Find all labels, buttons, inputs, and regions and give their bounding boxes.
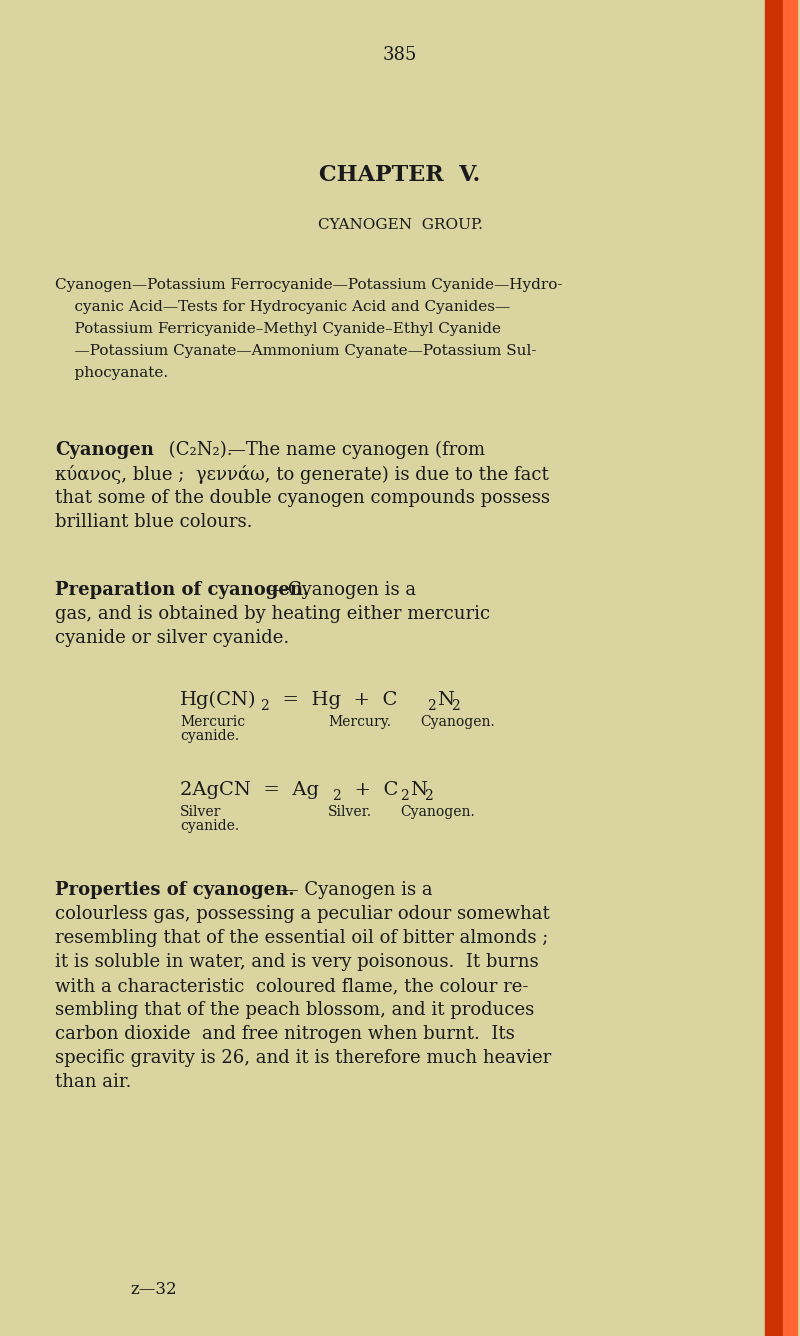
Text: Silver: Silver <box>180 806 222 819</box>
Text: than air.: than air. <box>55 1073 131 1092</box>
Text: resembling that of the essential oil of bitter almonds ;: resembling that of the essential oil of … <box>55 929 548 947</box>
Text: N: N <box>437 691 454 709</box>
Text: Cyanogen—Potassium Ferrocyanide—Potassium Cyanide—Hydro-: Cyanogen—Potassium Ferrocyanide—Potassiu… <box>55 278 562 293</box>
Text: — Cyanogen is a: — Cyanogen is a <box>275 880 433 899</box>
Text: Silver.: Silver. <box>328 806 372 819</box>
Text: cyanide or silver cyanide.: cyanide or silver cyanide. <box>55 629 290 647</box>
Text: gas, and is obtained by heating either mercuric: gas, and is obtained by heating either m… <box>55 605 490 623</box>
Text: that some of the double cyanogen compounds possess: that some of the double cyanogen compoun… <box>55 489 550 506</box>
Text: Mercuric: Mercuric <box>180 715 245 729</box>
Text: (C₂N₂).: (C₂N₂). <box>163 441 233 460</box>
Text: Preparation of cyanogen.: Preparation of cyanogen. <box>55 581 310 599</box>
Text: κύανος, blue ;  γεννάω, to generate) is due to the fact: κύανος, blue ; γεννάω, to generate) is d… <box>55 465 549 484</box>
Bar <box>783 0 797 1336</box>
Text: z—32: z—32 <box>130 1281 177 1299</box>
Text: +  C: + C <box>342 782 398 799</box>
Text: N: N <box>410 782 427 799</box>
Text: it is soluble in water, and is very poisonous.  It burns: it is soluble in water, and is very pois… <box>55 953 538 971</box>
Text: phocyanate.: phocyanate. <box>55 366 168 379</box>
Text: with a characteristic  coloured flame, the colour re-: with a characteristic coloured flame, th… <box>55 977 528 995</box>
Text: Hg(CN): Hg(CN) <box>180 691 257 709</box>
Text: —Potassium Cyanate—Ammonium Cyanate—Potassium Sul-: —Potassium Cyanate—Ammonium Cyanate—Pota… <box>55 343 537 358</box>
Text: specific gravity is 26, and it is therefore much heavier: specific gravity is 26, and it is theref… <box>55 1049 551 1067</box>
Text: sembling that of the peach blossom, and it produces: sembling that of the peach blossom, and … <box>55 1001 534 1019</box>
Text: 2: 2 <box>332 790 341 803</box>
Text: CHAPTER  V.: CHAPTER V. <box>319 164 481 186</box>
Bar <box>765 0 783 1336</box>
Text: —The name cyanogen (from: —The name cyanogen (from <box>228 441 485 460</box>
Text: 2AgCN  =  Ag: 2AgCN = Ag <box>180 782 319 799</box>
Text: Properties of cyanogen.: Properties of cyanogen. <box>55 880 294 899</box>
Text: Cyanogen.: Cyanogen. <box>420 715 494 729</box>
Text: 2: 2 <box>400 790 409 803</box>
Text: —Cyanogen is a: —Cyanogen is a <box>270 581 416 599</box>
Text: brilliant blue colours.: brilliant blue colours. <box>55 513 253 530</box>
Text: =  Hg  +  C: = Hg + C <box>270 691 398 709</box>
Text: 2: 2 <box>451 699 460 713</box>
Text: 385: 385 <box>383 45 417 64</box>
Text: carbon dioxide  and free nitrogen when burnt.  Its: carbon dioxide and free nitrogen when bu… <box>55 1025 514 1043</box>
Text: 2: 2 <box>424 790 433 803</box>
Text: Cyanogen.: Cyanogen. <box>400 806 474 819</box>
Text: Potassium Ferricyanide–Methyl Cyanide–Ethyl Cyanide: Potassium Ferricyanide–Methyl Cyanide–Et… <box>55 322 501 335</box>
Text: Mercury.: Mercury. <box>328 715 391 729</box>
Text: Cyanogen: Cyanogen <box>55 441 154 460</box>
Text: CYANOGEN  GROUP.: CYANOGEN GROUP. <box>318 218 482 232</box>
Text: cyanic Acid—Tests for Hydrocyanic Acid and Cyanides—: cyanic Acid—Tests for Hydrocyanic Acid a… <box>55 301 510 314</box>
Text: cyanide.: cyanide. <box>180 729 239 743</box>
Text: 2: 2 <box>260 699 269 713</box>
Text: 2: 2 <box>427 699 436 713</box>
Text: cyanide.: cyanide. <box>180 819 239 834</box>
Text: colourless gas, possessing a peculiar odour somewhat: colourless gas, possessing a peculiar od… <box>55 904 550 923</box>
